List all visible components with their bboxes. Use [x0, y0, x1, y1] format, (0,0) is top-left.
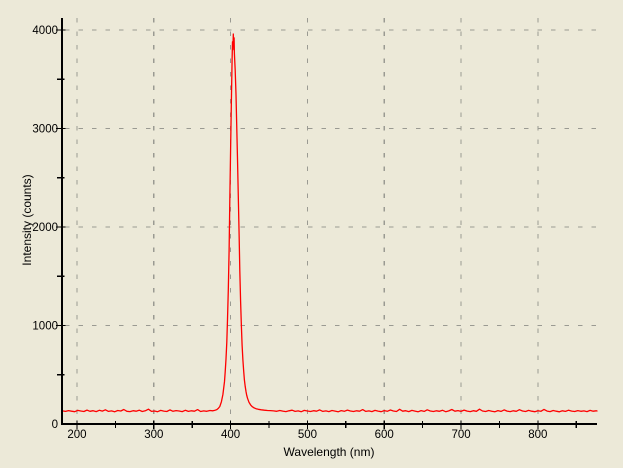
spectrum-trace — [61, 33, 598, 413]
x-tick-label: 300 — [144, 429, 163, 441]
y-tick-label: 2000 — [32, 222, 58, 234]
x-tick-label: 500 — [298, 429, 317, 441]
y-tick-label: 3000 — [32, 124, 58, 136]
x-tick-label: 600 — [375, 429, 394, 441]
x-tick-label: 200 — [67, 429, 86, 441]
y-axis-title: Intensity (counts) — [20, 174, 34, 265]
y-tick-label: 0 — [52, 419, 58, 431]
tick-labels: 200 300 400 500 600 700 800 0 1000 2000 3000 4000 — [32, 25, 547, 441]
x-tick-label: 400 — [221, 429, 240, 441]
axes — [56, 18, 597, 429]
y-tick-label: 1000 — [32, 321, 58, 333]
x-axis-title: Wavelength (nm) — [284, 445, 375, 459]
y-tick-label: 4000 — [32, 25, 58, 37]
spectrum-line — [61, 33, 598, 413]
x-tick-label: 700 — [451, 429, 470, 441]
x-tick-label: 800 — [528, 429, 547, 441]
